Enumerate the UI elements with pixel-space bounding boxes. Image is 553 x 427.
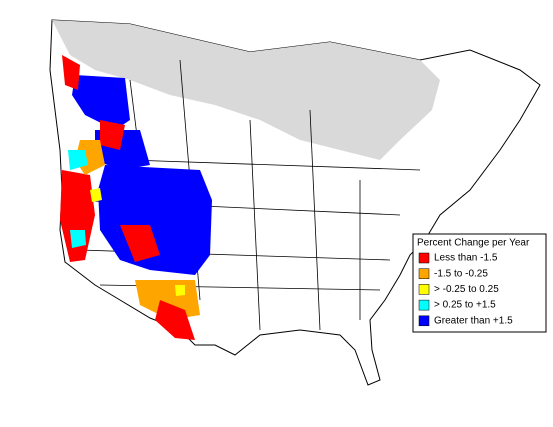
change-region bbox=[60, 170, 95, 262]
change-region bbox=[90, 188, 102, 202]
no-data-region bbox=[52, 20, 440, 160]
legend-label: Greater than +1.5 bbox=[434, 315, 513, 326]
legend-items: Less than -1.5 -1.5 to -0.25 > -0.25 to 0.… bbox=[418, 252, 513, 327]
legend-box bbox=[412, 233, 547, 333]
legend-label: Less than -1.5 bbox=[434, 253, 498, 264]
change-region bbox=[155, 300, 195, 340]
legend-swatch bbox=[418, 315, 430, 327]
legend-swatch bbox=[418, 268, 430, 279]
change-region bbox=[62, 55, 80, 90]
change-region bbox=[72, 75, 130, 130]
change-region bbox=[68, 150, 88, 170]
change-region bbox=[98, 165, 212, 275]
change-regions bbox=[60, 55, 212, 340]
legend-swatch bbox=[418, 252, 430, 264]
change-region bbox=[175, 285, 185, 296]
legend-label: -1.5 to -0.25 bbox=[434, 268, 488, 279]
change-region bbox=[70, 230, 86, 248]
legend-title: Percent Change per Year bbox=[417, 238, 530, 249]
legend-label: > -0.25 to 0.25 bbox=[434, 284, 499, 295]
legend-swatch bbox=[418, 284, 430, 295]
change-region bbox=[100, 120, 125, 150]
change-region bbox=[120, 225, 160, 262]
legend-swatch bbox=[418, 299, 430, 311]
legend-label: > 0.25 to +1.5 bbox=[434, 300, 496, 311]
